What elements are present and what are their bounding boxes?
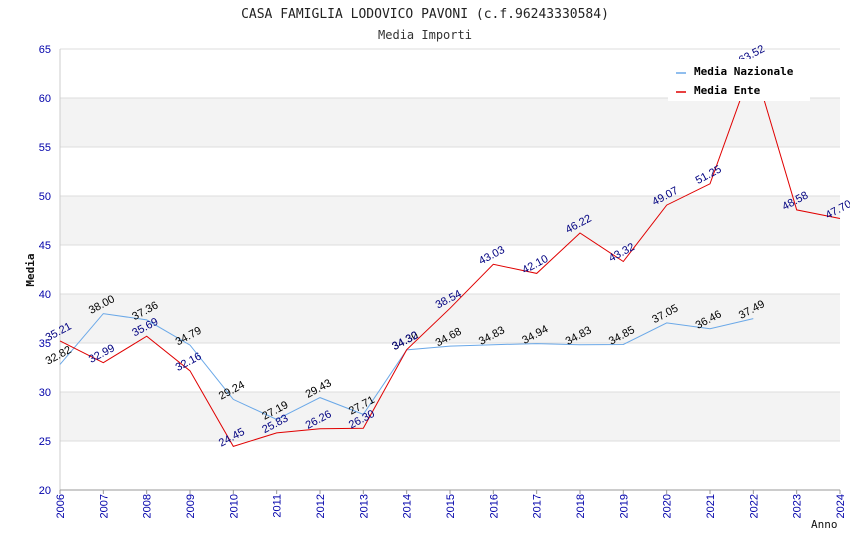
grid-band [60,196,840,245]
y-tick-labels: 20 25 30 35 40 45 50 55 60 65 [39,44,51,497]
x-tick-label: 2008 [142,494,154,518]
legend: Media Nazionale Media Ente [668,59,810,101]
grid-band [60,294,840,343]
x-tick-label: 2016 [488,494,500,518]
x-tick-label: 2012 [315,494,327,518]
x-tick-labels: 2006 2007 2008 2009 2010 2011 2012 2013 2014 2015… [55,494,847,518]
x-tick-label: 2014 [402,494,414,518]
grid-band [60,392,840,441]
series-line-media-ente [59,61,841,447]
x-tick-label: 2006 [55,494,67,518]
y-tick-label: 25 [39,436,51,448]
y-tick-label: 40 [39,289,51,301]
x-tick-label: 2017 [532,494,544,518]
series-lines [59,61,841,447]
y-tick-label: 50 [39,191,51,203]
x-tick-label: 2022 [748,494,760,518]
x-tick-label: 2015 [445,494,457,518]
y-tick-label: 20 [39,485,51,497]
y-tick-label: 55 [39,142,51,154]
chart-title: CASA FAMIGLIA LODOVICO PAVONI (c.f.96243… [241,7,609,22]
y-tick-label: 45 [39,240,51,252]
legend-label: Media Nazionale [694,65,794,78]
data-label-media-ente: 43.03 [477,244,507,268]
data-label-media-ente: 32.16 [174,350,204,374]
y-tick-label: 60 [39,93,51,105]
y-axis-label: Media [24,253,37,286]
x-tick-label: 2009 [185,494,197,518]
chart-subtitle: Media Importi [378,28,472,42]
x-tick-label: 2024 [835,494,847,518]
x-tick-label: 2023 [792,494,804,518]
x-tick-label: 2011 [272,494,284,518]
x-tick-label: 2021 [705,494,717,518]
x-tick-label: 2018 [575,494,587,518]
legend-label: Media Ente [694,84,761,97]
x-tick-label: 2007 [98,494,110,518]
x-tick-label: 2010 [228,494,240,518]
x-tick-label: 2020 [662,494,674,518]
legend-box [668,59,810,101]
x-axis-label: Anno [811,518,838,531]
grid-band [60,98,840,147]
x-tick-label: 2013 [358,494,370,518]
data-label-media-ente: 51.25 [694,163,724,187]
axes [59,49,841,494]
y-tick-label: 65 [39,44,51,56]
y-tick-label: 35 [39,338,51,350]
x-tick-label: 2019 [618,494,630,518]
grid-bands [60,98,840,441]
y-tick-label: 30 [39,387,51,399]
gridlines [60,48,840,491]
